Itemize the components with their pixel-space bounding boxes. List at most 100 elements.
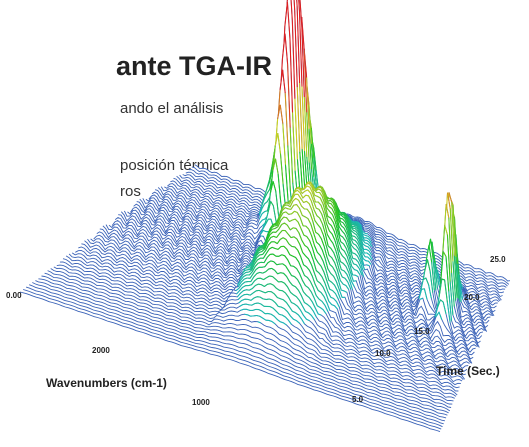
trace-highlight (334, 204, 339, 214)
trace-highlight (444, 279, 448, 303)
trace-highlight (330, 296, 334, 299)
trace-highlight (334, 305, 338, 310)
trace-highlight (287, 208, 291, 210)
trace-highlight (304, 302, 308, 305)
trace-highlight (250, 262, 255, 270)
trace-highlight (253, 296, 258, 299)
trace-highlight (323, 192, 327, 202)
trace-highlight (252, 269, 257, 275)
trace-highlight (330, 217, 334, 223)
trace-highlight (319, 307, 324, 311)
trace-highlight (354, 240, 359, 245)
trace-highlight (327, 215, 331, 219)
trace-highlight (350, 230, 355, 234)
trace-highlight (358, 249, 362, 257)
trace-highlight (426, 259, 431, 272)
trace-highlight (344, 221, 349, 229)
trace-highlight (242, 303, 246, 306)
x-axis-label: Wavenumbers (cm-1) (46, 376, 167, 390)
trace-highlight (282, 211, 287, 214)
trace-highlight (310, 264, 315, 273)
trace-highlight (303, 314, 307, 320)
trace-highlight (301, 268, 305, 276)
trace-highlight (294, 276, 298, 280)
trace-highlight (243, 289, 247, 292)
trace-highlight (287, 204, 291, 208)
trace-highlight (355, 231, 359, 236)
trace-highlight (330, 225, 335, 232)
trace-highlight (356, 225, 360, 230)
trace-highlight (325, 293, 330, 302)
trace-highlight (330, 248, 335, 254)
trace-highlight (334, 240, 339, 251)
trace-highlight (259, 213, 263, 219)
trace-highlight (286, 286, 291, 293)
trace-highlight (428, 284, 432, 299)
trace-highlight (343, 243, 347, 249)
trace-highlight (359, 232, 363, 240)
trace-highlight (348, 222, 352, 231)
trace-highlight (307, 303, 311, 308)
trace-highlight (332, 290, 336, 295)
trace-highlight (314, 307, 319, 315)
trace-highlight (267, 237, 272, 243)
trace-highlight (314, 284, 319, 291)
trace-highlight (310, 183, 315, 191)
trace-highlight (339, 217, 343, 220)
trace-highlight (331, 304, 335, 307)
trace (38, 278, 448, 416)
trace-highlight (356, 221, 360, 224)
trace-highlight (359, 226, 364, 232)
trace-highlight (343, 290, 348, 293)
trace-highlight (309, 240, 314, 249)
trace-highlight (301, 318, 305, 325)
trace-highlight (311, 276, 316, 285)
trace-highlight (294, 210, 298, 213)
trace-highlight (299, 309, 304, 316)
trace-highlight (289, 127, 294, 183)
trace-highlight (240, 276, 244, 281)
trace-highlight (264, 283, 268, 287)
trace-highlight (308, 203, 313, 211)
trace-highlight (346, 223, 351, 233)
trace-highlight (238, 299, 243, 304)
trace-highlight (340, 220, 344, 224)
trace-highlight (289, 200, 294, 208)
trace-highlight (284, 33, 289, 65)
trace-highlight (355, 258, 359, 263)
trace-highlight (354, 253, 358, 257)
trace-highlight (266, 234, 271, 241)
trace-highlight (293, 0, 296, 11)
trace-highlight (334, 284, 338, 291)
trace-highlight (273, 235, 277, 239)
trace-highlight (449, 281, 454, 316)
trace-highlight (268, 227, 273, 234)
trace-highlight (359, 224, 363, 229)
trace-highlight (265, 248, 270, 254)
trace-highlight (310, 291, 315, 299)
trace-highlight (251, 285, 256, 289)
trace-highlight (286, 276, 290, 282)
trace-highlight (287, 259, 292, 267)
trace-highlight (353, 247, 357, 251)
trace-highlight (319, 185, 324, 190)
trace (44, 272, 451, 412)
trace-highlight (353, 229, 357, 232)
trace-highlight (333, 252, 338, 261)
text-line: posición térmica (120, 157, 229, 174)
trace-highlight (456, 263, 461, 302)
trace-highlight (279, 104, 284, 124)
trace-highlight (298, 186, 302, 191)
trace-highlight (263, 193, 268, 199)
trace-highlight (309, 186, 314, 194)
trace-highlight (335, 293, 339, 300)
trace-highlight (270, 283, 274, 286)
trace-highlight (292, 218, 296, 221)
trace-highlight (365, 234, 369, 237)
trace-highlight (273, 315, 278, 320)
trace-highlight (271, 246, 276, 249)
trace-highlight (356, 234, 360, 240)
trace-highlight (311, 187, 316, 196)
trace-highlight (334, 262, 338, 271)
trace-highlight (239, 286, 244, 291)
